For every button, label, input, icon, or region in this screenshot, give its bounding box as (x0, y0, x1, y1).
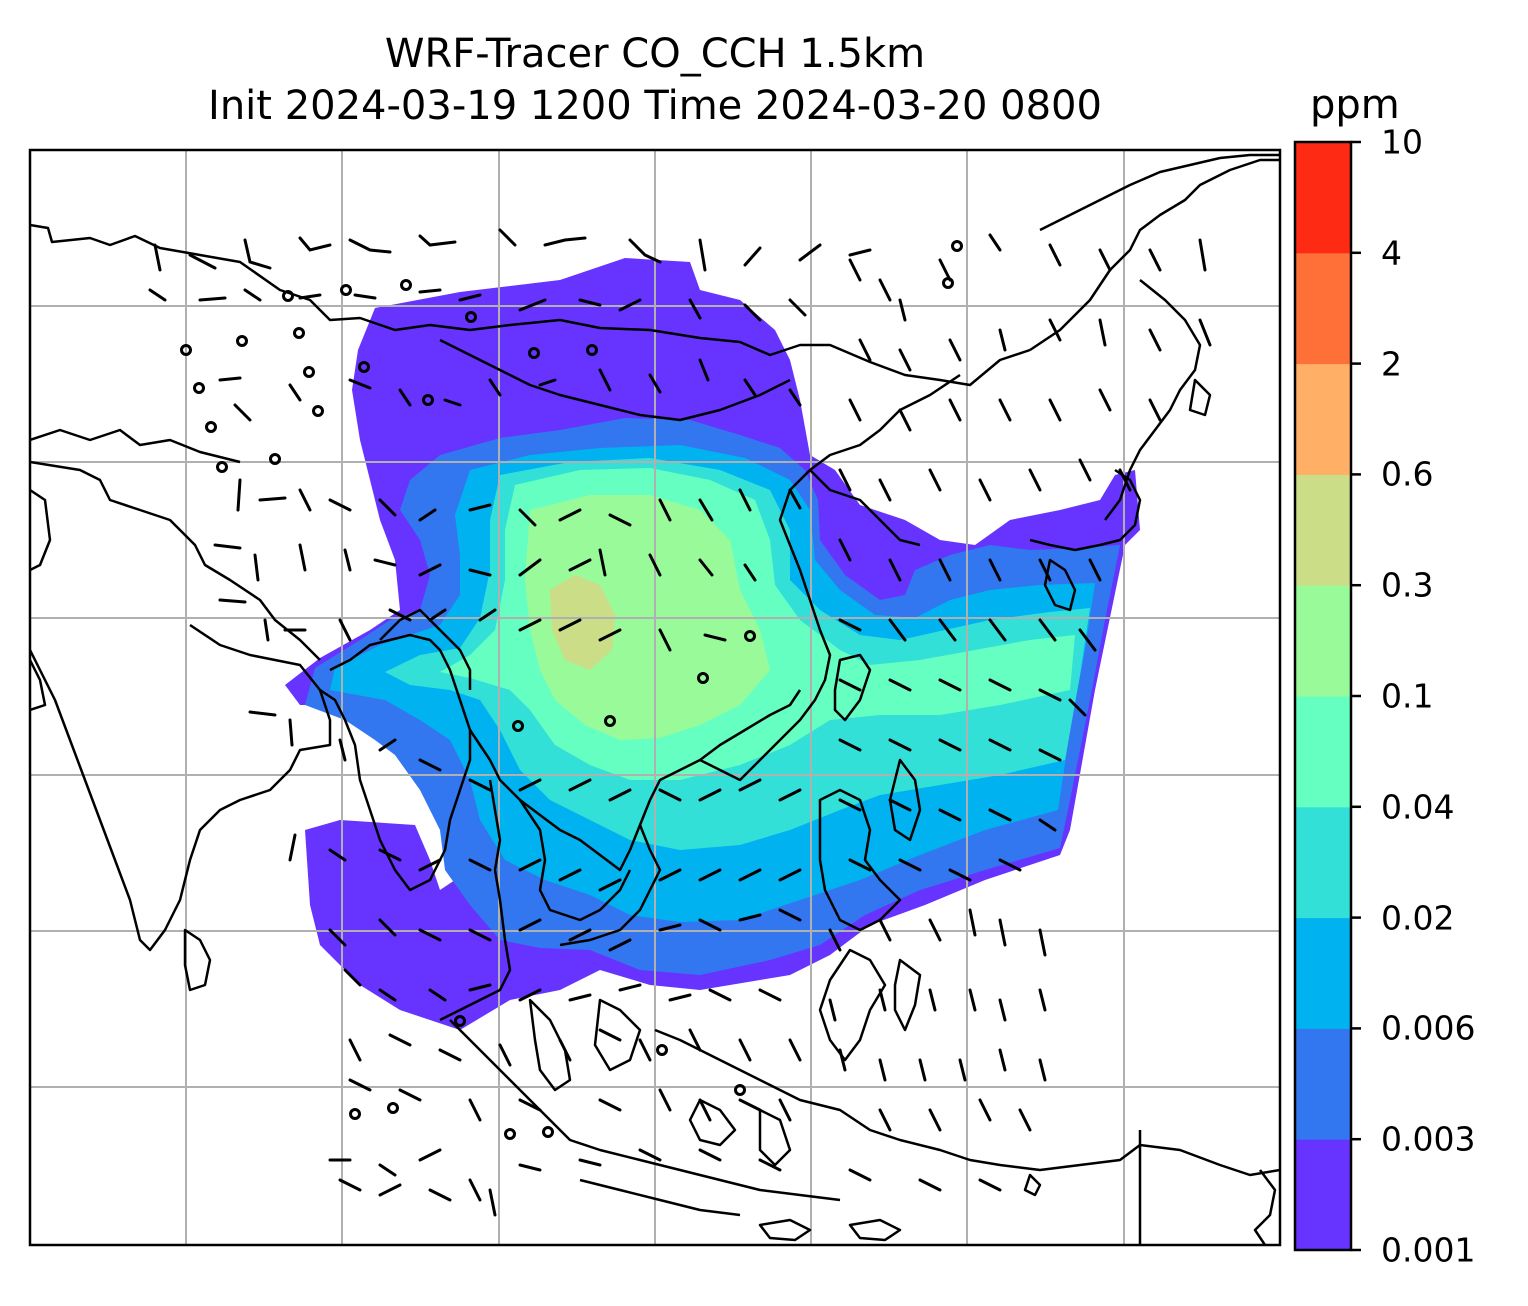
title-line-1: WRF-Tracer CO_CCH 1.5km (384, 31, 926, 77)
colorbar-unit-label: ppm (1310, 82, 1400, 128)
colorbar-segment (1295, 474, 1351, 586)
colorbar-segment (1295, 1028, 1351, 1140)
wind-barbs (148, 228, 1212, 1217)
colorbar-segment (1295, 363, 1351, 475)
title-line-2: Init 2024-03-19 1200 Time 2024-03-20 080… (208, 83, 1102, 129)
colorbar (1293, 140, 1361, 1252)
calm-wind-markers (180, 240, 963, 1140)
colorbar-segment (1295, 252, 1351, 365)
colorbar-tick-label: 0.003 (1381, 1119, 1476, 1159)
colorbar-tick-label: 0.006 (1381, 1008, 1476, 1048)
colorbar-segment (1295, 142, 1351, 254)
colorbar-tick-label: 0.6 (1381, 454, 1434, 494)
plot-title: WRF-Tracer CO_CCH 1.5km Init 2024-03-19 … (30, 28, 1280, 132)
colorbar-tick-label: 0.001 (1381, 1230, 1476, 1270)
colorbar-segment (1295, 917, 1351, 1029)
colorbar-tick-label: 0.04 (1381, 787, 1455, 827)
colorbar-segment (1295, 806, 1351, 919)
colorbar-segment (1295, 585, 1351, 697)
colorbar-tick-label: 0.3 (1381, 565, 1434, 605)
field-level-0.3 (550, 575, 615, 670)
colorbar-tick-label: 0.02 (1381, 898, 1455, 938)
coastlines (30, 153, 1280, 1245)
colorbar-segment (1295, 1139, 1351, 1251)
gridlines (30, 150, 1280, 1245)
tracer-field (285, 258, 1140, 1030)
map-frame (28, 148, 1282, 1247)
colorbar-tick-label: 2 (1381, 344, 1402, 384)
colorbar-segment (1295, 696, 1351, 808)
colorbar-tick-label: 0.1 (1381, 676, 1434, 716)
colorbar-tick-label: 4 (1381, 233, 1402, 273)
colorbar-tick-label: 10 (1381, 122, 1423, 162)
